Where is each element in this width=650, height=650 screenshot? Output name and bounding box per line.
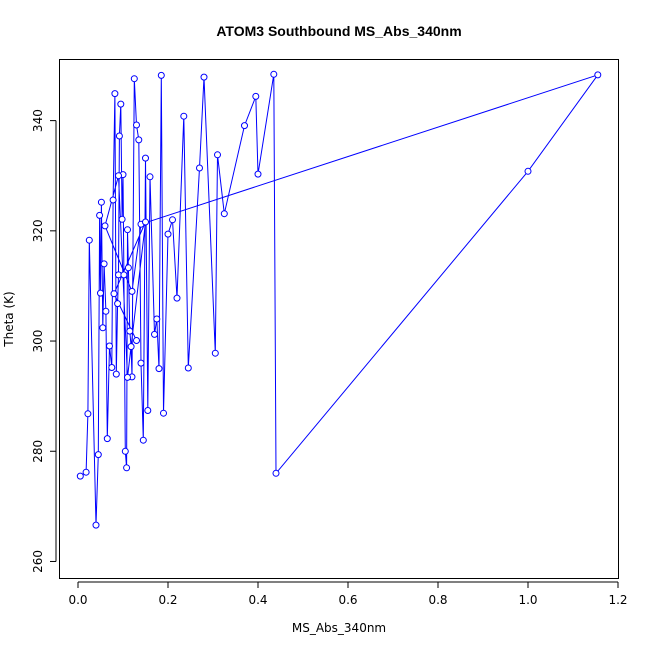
data-point <box>127 343 135 351</box>
data-point <box>155 365 163 373</box>
data-point <box>137 359 145 367</box>
y-tick-label: 280 <box>31 440 45 463</box>
data-point <box>146 173 154 181</box>
data-point <box>112 370 120 378</box>
data-point <box>84 410 92 418</box>
x-tick-label: 0.0 <box>68 593 87 607</box>
data-point <box>252 92 260 100</box>
data-point <box>117 100 125 108</box>
series-line <box>80 73 600 526</box>
data-point <box>270 70 278 78</box>
y-tick-label: 300 <box>31 330 45 353</box>
data-point <box>82 468 90 476</box>
data-point <box>151 330 158 338</box>
data-point <box>108 364 116 371</box>
data-point <box>214 151 221 159</box>
data-point <box>103 435 111 443</box>
data-point <box>97 198 105 206</box>
data-point <box>164 230 172 238</box>
data-point <box>99 324 107 332</box>
data-point <box>109 196 117 204</box>
data-point <box>139 436 147 444</box>
data-point <box>126 327 134 335</box>
data-point <box>85 236 93 244</box>
data-point <box>92 521 100 529</box>
data-point <box>120 271 128 279</box>
data-point <box>254 170 262 178</box>
data-point <box>101 222 109 230</box>
data-point <box>124 226 131 234</box>
x-tick-label: 0.8 <box>428 593 447 607</box>
data-point <box>100 260 108 268</box>
data-point <box>160 409 167 417</box>
data-point <box>144 407 152 414</box>
data-point <box>180 112 188 120</box>
data-point <box>173 294 181 302</box>
y-tick-label: 260 <box>31 550 45 573</box>
y-axis: 260 280 300 320 340 <box>31 109 57 573</box>
data-point <box>200 73 208 81</box>
data-point <box>118 215 126 223</box>
x-tick-label: 0.4 <box>248 593 267 607</box>
chart-title: ATOM3 Southbound MS_Abs_340nm <box>216 23 461 39</box>
data-point <box>102 307 110 315</box>
series-layer <box>76 70 602 529</box>
data-point <box>94 451 102 459</box>
data-point <box>106 342 113 350</box>
data-point <box>272 469 280 477</box>
x-tick-label: 1.0 <box>518 593 537 607</box>
data-point <box>96 211 104 219</box>
data-point <box>133 337 140 344</box>
data-point <box>121 447 129 455</box>
x-axis: 0.0 0.2 0.4 0.6 0.8 1.0 1.2 <box>68 581 628 607</box>
data-point <box>524 167 532 175</box>
x-tick-label: 0.6 <box>338 593 357 607</box>
data-point <box>114 300 122 308</box>
plot-area-border <box>59 59 619 579</box>
data-point <box>133 121 140 129</box>
y-tick-label: 320 <box>31 219 45 242</box>
data-point <box>111 90 119 98</box>
data-point <box>594 71 602 79</box>
data-point <box>135 136 143 144</box>
data-point <box>241 122 248 130</box>
data-point <box>76 472 84 480</box>
data-point <box>115 172 122 180</box>
data-point <box>142 218 149 226</box>
y-tick-label: 340 <box>31 109 45 132</box>
data-point <box>169 216 176 224</box>
x-tick-label: 1.2 <box>608 593 627 607</box>
data-point <box>220 210 228 218</box>
data-point <box>130 75 138 83</box>
data-point <box>124 264 132 272</box>
data-point <box>123 464 131 472</box>
data-point <box>157 71 165 79</box>
x-tick-label: 0.2 <box>158 593 177 607</box>
data-point <box>124 373 131 381</box>
data-point <box>211 349 219 357</box>
data-point <box>110 290 118 298</box>
x-axis-label: MS_Abs_340nm <box>292 621 386 635</box>
data-point <box>184 364 192 372</box>
y-axis-label: Theta (K) <box>2 291 16 347</box>
data-point <box>115 132 123 140</box>
data-point <box>128 287 136 295</box>
data-point <box>97 289 104 297</box>
data-point <box>196 164 203 172</box>
data-point <box>142 154 149 162</box>
data-point <box>153 315 161 323</box>
